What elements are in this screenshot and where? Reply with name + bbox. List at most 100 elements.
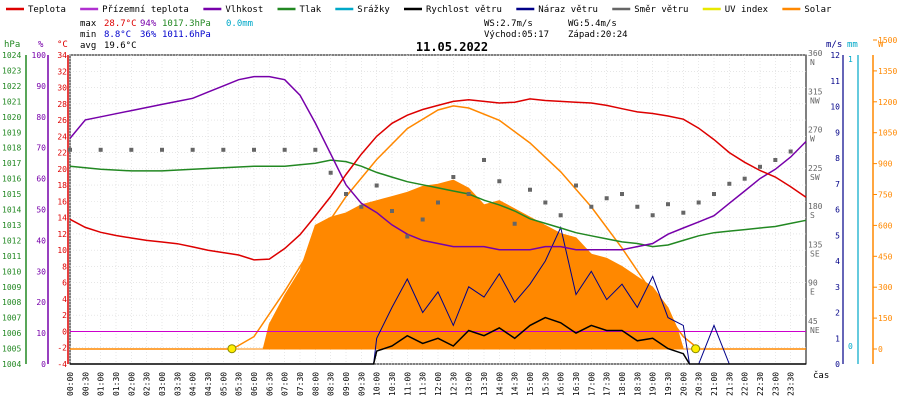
solar-tick-1: 1350 bbox=[878, 67, 897, 76]
pressure-tick-3: 1021 bbox=[2, 97, 21, 106]
windspeed-tick-0: 12 bbox=[830, 51, 840, 60]
temp-tick-1: 32 bbox=[57, 67, 67, 76]
temp-tick-11: 12 bbox=[57, 230, 67, 239]
temp-tick-7: 20 bbox=[57, 165, 67, 174]
humidity-tick-2: 80 bbox=[36, 113, 46, 122]
x-tick-37: 18:30 bbox=[633, 372, 642, 396]
winddir-tick-7: 45 bbox=[808, 317, 818, 326]
winddir-point-20 bbox=[497, 179, 502, 184]
windspeed-tick-1: 11 bbox=[830, 77, 840, 86]
x-tick-19: 09:30 bbox=[357, 372, 366, 396]
windspeed-tick-3: 9 bbox=[835, 128, 840, 137]
windspeed-tick-7: 5 bbox=[835, 231, 840, 240]
temp-tick-16: 2 bbox=[62, 311, 67, 320]
stat-avg-temp: 19.6°C bbox=[104, 41, 137, 51]
winddir-point-28 bbox=[620, 192, 624, 196]
legend-entry-0: Teplota bbox=[28, 5, 66, 15]
winddir-tick-4: 180 bbox=[808, 202, 823, 211]
rain-tick-0: 1 bbox=[848, 55, 853, 64]
pressure-tick-2: 1022 bbox=[2, 82, 21, 91]
winddir-tick-name-4: S bbox=[810, 211, 815, 220]
solar-tick-2: 1200 bbox=[878, 98, 897, 107]
x-tick-4: 02:00 bbox=[127, 372, 136, 396]
winddir-point-37 bbox=[758, 164, 762, 169]
stat-max-label: max bbox=[80, 19, 97, 29]
winddir-point-2 bbox=[129, 147, 134, 152]
pressure-tick-19: 1005 bbox=[2, 345, 21, 354]
solar-tick-5: 750 bbox=[878, 191, 893, 200]
winddir-tick-name-0: N bbox=[810, 58, 815, 67]
winddir-point-30 bbox=[650, 213, 655, 218]
humidity-tick-8: 20 bbox=[36, 298, 46, 307]
temp-tick-4: 26 bbox=[57, 116, 67, 125]
solar-tick-6: 600 bbox=[878, 221, 893, 230]
pressure-tick-13: 1011 bbox=[2, 252, 21, 261]
legend-entry-5: Rychlost větru bbox=[426, 5, 502, 15]
winddir-point-34 bbox=[712, 192, 716, 196]
solar-tick-3: 1050 bbox=[878, 129, 897, 138]
winddir-point-17 bbox=[451, 175, 456, 179]
temp-tick-14: 6 bbox=[62, 279, 67, 288]
stats-panel: max 28.7°C 94% 1017.3hPa 0.0mm min 8.8°C… bbox=[80, 19, 628, 51]
x-tick-1: 00:30 bbox=[81, 372, 90, 396]
x-tick-22: 11:00 bbox=[403, 372, 412, 396]
windspeed-tick-4: 8 bbox=[835, 154, 840, 163]
winddir-point-1 bbox=[98, 147, 103, 152]
x-tick-33: 16:30 bbox=[572, 372, 581, 396]
windspeed-axis-unit: m/s bbox=[826, 40, 842, 50]
humidity-axis-unit: % bbox=[38, 40, 44, 50]
temp-tick-17: 0 bbox=[62, 327, 67, 336]
x-tick-14: 07:00 bbox=[281, 372, 290, 396]
x-tick-40: 20:00 bbox=[679, 372, 688, 396]
stat-min-press: 1011.6hPa bbox=[162, 30, 211, 40]
sunrise-marker bbox=[227, 344, 237, 354]
pressure-tick-9: 1015 bbox=[2, 190, 21, 199]
solar-tick-8: 300 bbox=[878, 283, 893, 292]
legend-entry-6: Náraz větru bbox=[538, 5, 598, 15]
winddir-tick-name-3: SW bbox=[810, 173, 820, 182]
winddir-tick-5: 135 bbox=[808, 240, 823, 249]
humidity-tick-5: 50 bbox=[36, 206, 46, 215]
winddir-point-29 bbox=[635, 204, 640, 209]
legend-entry-9: Solar bbox=[804, 5, 832, 15]
x-tick-45: 22:30 bbox=[756, 372, 765, 396]
x-tick-6: 03:00 bbox=[158, 372, 167, 396]
x-tick-25: 12:30 bbox=[449, 372, 458, 396]
x-axis-label: čas bbox=[813, 370, 829, 381]
winddir-tick-name-7: NE bbox=[810, 326, 820, 335]
pressure-tick-7: 1017 bbox=[2, 159, 21, 168]
stat-wind-speed: WS:2.7m/s bbox=[484, 19, 533, 29]
x-tick-27: 13:30 bbox=[480, 372, 489, 396]
pressure-tick-20: 1004 bbox=[2, 360, 21, 369]
pressure-tick-17: 1007 bbox=[2, 314, 21, 323]
solar-axis-unit: W bbox=[878, 40, 884, 50]
stat-min-temp: 8.8°C bbox=[104, 30, 131, 40]
x-tick-47: 23:30 bbox=[787, 372, 796, 396]
pressure-tick-0: 1024 bbox=[2, 51, 21, 60]
winddir-point-26 bbox=[589, 204, 594, 209]
humidity-tick-6: 40 bbox=[36, 236, 46, 245]
humidity-tick-7: 30 bbox=[36, 267, 46, 276]
winddir-point-19 bbox=[482, 158, 486, 162]
series-pressure bbox=[69, 159, 807, 248]
solar-tick-4: 900 bbox=[878, 160, 893, 169]
legend-entry-1: Přízemní teplota bbox=[102, 5, 189, 15]
stat-min-hum: 36% bbox=[140, 30, 157, 40]
stat-min-label: min bbox=[80, 30, 96, 40]
temp-tick-13: 8 bbox=[62, 262, 67, 271]
pressure-tick-11: 1013 bbox=[2, 221, 21, 230]
winddir-tick-name-5: SE bbox=[810, 249, 820, 258]
solar-tick-0: 1500 bbox=[878, 36, 897, 45]
legend-entry-4: Srážky bbox=[357, 5, 390, 15]
pressure-tick-15: 1009 bbox=[2, 283, 21, 292]
solar-tick-10: 0 bbox=[878, 345, 883, 354]
pressure-tick-5: 1019 bbox=[2, 128, 21, 137]
pressure-tick-18: 1006 bbox=[2, 329, 21, 338]
winddir-point-21 bbox=[512, 221, 517, 226]
x-tick-41: 20:30 bbox=[695, 372, 704, 396]
stat-max-hum: 94% bbox=[140, 19, 157, 29]
winddir-tick-2: 270 bbox=[808, 126, 823, 135]
x-tick-17: 08:30 bbox=[327, 372, 336, 396]
winddir-point-4 bbox=[190, 147, 195, 152]
winddir-tick-3: 225 bbox=[808, 164, 823, 173]
